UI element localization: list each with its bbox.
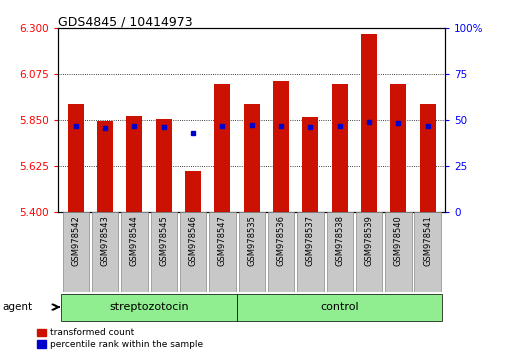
Bar	[389, 84, 406, 212]
Bar	[301, 117, 318, 212]
Bar	[273, 81, 288, 212]
Bar	[331, 84, 347, 212]
Text: GSM978538: GSM978538	[334, 215, 343, 266]
Bar	[243, 104, 259, 212]
Text: GSM978542: GSM978542	[71, 215, 80, 266]
Text: GSM978545: GSM978545	[159, 215, 168, 266]
Text: GSM978544: GSM978544	[130, 215, 139, 266]
Text: GSM978543: GSM978543	[100, 215, 110, 266]
Bar	[97, 121, 113, 212]
FancyBboxPatch shape	[296, 212, 323, 292]
Bar	[419, 104, 435, 212]
Bar	[360, 34, 376, 212]
FancyBboxPatch shape	[61, 293, 237, 321]
Text: agent: agent	[3, 302, 33, 312]
Text: GDS4845 / 10414973: GDS4845 / 10414973	[58, 16, 192, 29]
FancyBboxPatch shape	[267, 212, 294, 292]
Bar	[156, 119, 172, 212]
FancyBboxPatch shape	[121, 212, 147, 292]
Text: streptozotocin: streptozotocin	[109, 302, 188, 312]
Text: GSM978540: GSM978540	[393, 215, 402, 266]
FancyBboxPatch shape	[180, 212, 206, 292]
FancyBboxPatch shape	[355, 212, 381, 292]
FancyBboxPatch shape	[63, 212, 89, 292]
Bar	[68, 104, 84, 212]
Text: GSM978535: GSM978535	[247, 215, 256, 266]
Text: GSM978539: GSM978539	[364, 215, 373, 266]
FancyBboxPatch shape	[414, 212, 440, 292]
Legend: transformed count, percentile rank within the sample: transformed count, percentile rank withi…	[37, 329, 203, 349]
Bar	[214, 84, 230, 212]
FancyBboxPatch shape	[238, 212, 265, 292]
Text: GSM978547: GSM978547	[218, 215, 226, 266]
FancyBboxPatch shape	[237, 293, 441, 321]
FancyBboxPatch shape	[209, 212, 235, 292]
Bar	[126, 116, 142, 212]
Text: control: control	[320, 302, 359, 312]
Bar	[185, 171, 201, 212]
FancyBboxPatch shape	[92, 212, 118, 292]
FancyBboxPatch shape	[384, 212, 411, 292]
Text: GSM978541: GSM978541	[422, 215, 431, 266]
Text: GSM978546: GSM978546	[188, 215, 197, 266]
FancyBboxPatch shape	[150, 212, 177, 292]
Text: GSM978536: GSM978536	[276, 215, 285, 266]
FancyBboxPatch shape	[326, 212, 352, 292]
Text: GSM978537: GSM978537	[306, 215, 314, 266]
